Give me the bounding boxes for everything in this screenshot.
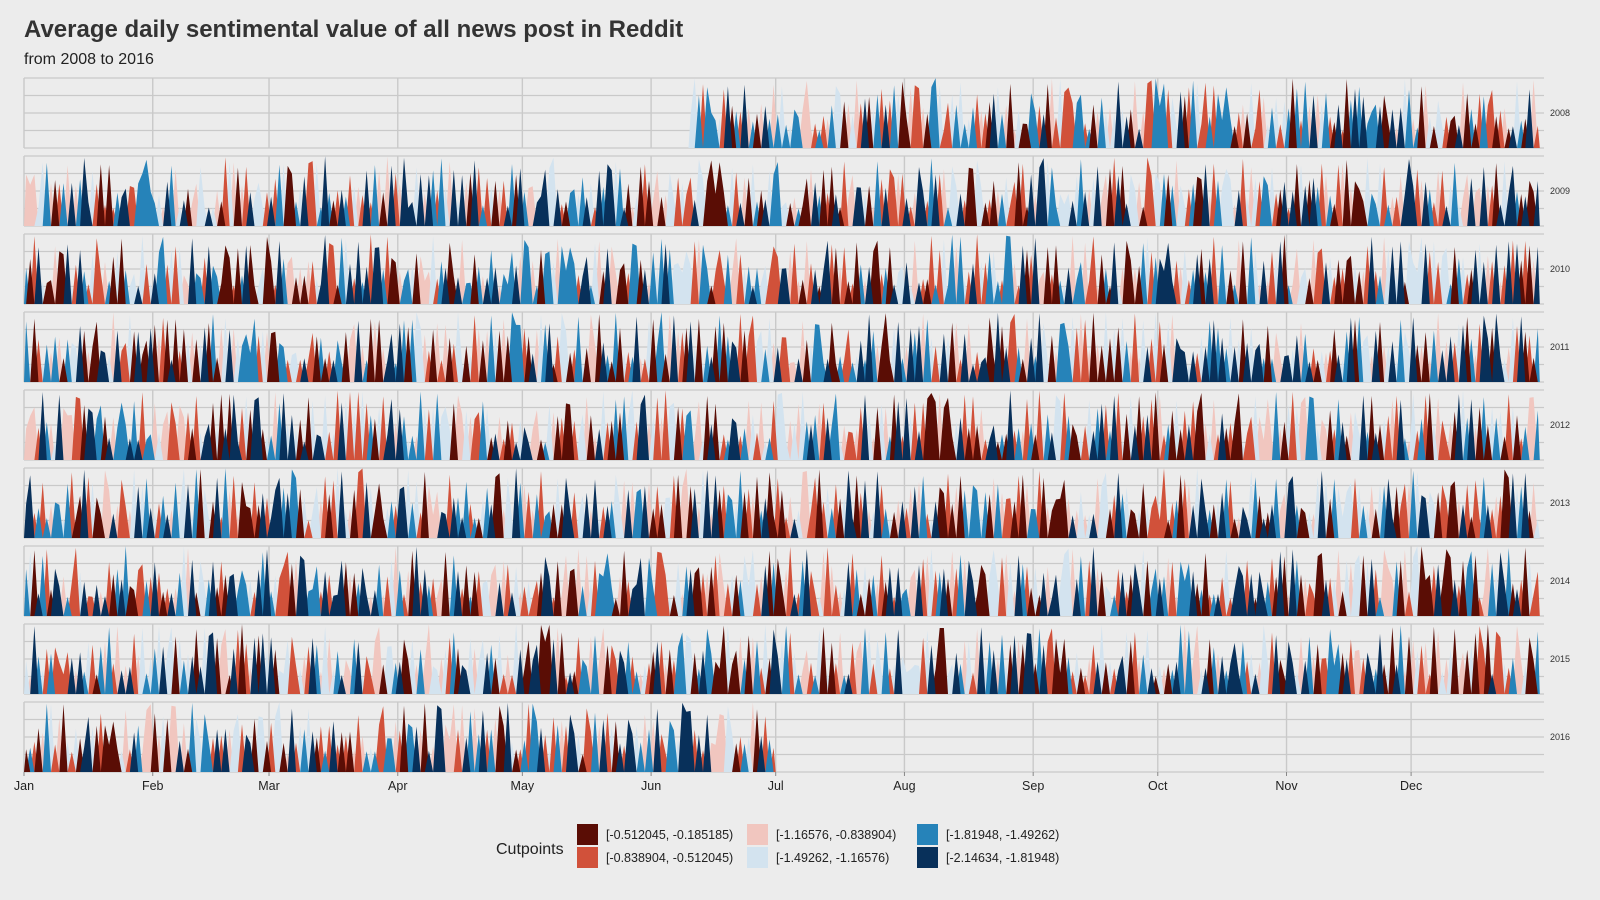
legend-title: Cutpoints [496,841,564,858]
legend-swatch [917,824,938,845]
legend-swatch [747,847,768,868]
area-2013-[-2.14634, -1.81948) [24,468,1540,538]
facet-2016: 2016 [23,701,1570,773]
facet-2008: 2008 [23,77,1570,149]
area-2008-[-1.16576, -0.838904) [688,78,1540,148]
area-2011-[-0.838904, -0.512045) [24,313,1540,382]
area-2016-[-2.14634, -1.81948) [24,702,776,772]
area-2010-[-0.838904, -0.512045) [24,234,1540,304]
facet-label-2009: 2009 [1550,186,1570,196]
legend-label: [-0.838904, -0.512045) [606,851,733,865]
area-2015-[-2.14634, -1.81948) [24,626,1540,694]
area-2010-[-1.81948, -1.49262) [24,234,1540,304]
facet-2010: 2010 [23,233,1570,305]
legend-swatch [917,847,938,868]
facet-label-2016: 2016 [1550,732,1570,742]
facet-2011: 2011 [23,311,1569,383]
facet-2009: 2009 [23,155,1570,227]
facet-panels: 2008 2009 2010 2011 2012 2013 2014 2015 2016 [23,77,1570,773]
x-tick-label-Apr: Apr [388,779,407,793]
area-2008-[-1.49262, -1.16576) [688,78,1540,148]
facet-2014: 2014 [23,545,1570,617]
x-tick-label-Jun: Jun [641,779,661,793]
facet-label-2011: 2011 [1550,342,1569,352]
area-2012-[-0.838904, -0.512045) [24,390,1540,460]
area-2011-[-0.512045, -0.185185) [24,312,1540,382]
x-tick-label-Feb: Feb [142,779,164,793]
x-tick-label-Nov: Nov [1275,779,1298,793]
facet-2012: 2012 [23,389,1570,461]
facet-label-2013: 2013 [1550,498,1570,508]
x-axis: Jan Feb Mar Apr May Jun Jul Aug Sep Oct Nov Dec [14,772,1422,793]
legend-label: [-1.49262, -1.16576) [776,851,889,865]
area-2015-[-1.49262, -1.16576) [24,624,1540,694]
chart-subtitle: from 2008 to 2016 [24,51,154,68]
area-2013-[-0.838904, -0.512045) [24,468,1540,538]
legend-label: [-0.512045, -0.185185) [606,828,733,842]
area-2011-[-1.81948, -1.49262) [24,312,1540,382]
area-2013-[-1.81948, -1.49262) [24,468,1540,538]
facet-label-2008: 2008 [1550,108,1570,118]
area-2014-[-1.16576, -0.838904) [24,547,1540,616]
facet-label-2010: 2010 [1550,264,1570,274]
facet-label-2012: 2012 [1550,420,1570,430]
x-tick-label-May: May [511,779,535,793]
area-2008-[-0.512045, -0.185185) [688,78,1540,148]
area-2016-[-1.16576, -0.838904) [24,702,776,772]
area-2009-[-1.16576, -0.838904) [24,156,1540,226]
area-2015-[-0.512045, -0.185185) [24,624,1540,694]
area-2016-[-0.838904, -0.512045) [24,703,776,772]
area-2012-[-1.49262, -1.16576) [24,390,1540,460]
area-2010-[-2.14634, -1.81948) [24,235,1540,304]
facet-label-2015: 2015 [1550,654,1570,664]
x-tick-label-Oct: Oct [1148,779,1168,793]
area-2009-[-1.81948, -1.49262) [24,158,1540,226]
area-2013-[-0.512045, -0.185185) [24,469,1540,538]
x-tick-label-Sep: Sep [1022,779,1044,793]
chart-title: Average daily sentimental value of all n… [24,16,683,43]
area-2014-[-2.14634, -1.81948) [24,546,1540,616]
legend-swatch [577,824,598,845]
x-tick-label-Jul: Jul [768,779,784,793]
facet-2013: 2013 [23,467,1570,539]
area-2008-[-1.81948, -1.49262) [688,78,1540,148]
area-2009-[-1.49262, -1.16576) [24,157,1540,226]
x-tick-label-Aug: Aug [893,779,915,793]
legend-label: [-1.16576, -0.838904) [776,828,896,842]
legend-swatch [747,824,768,845]
area-2014-[-0.512045, -0.185185) [24,546,1540,616]
x-tick-label-Dec: Dec [1400,779,1422,793]
area-2009-[-2.14634, -1.81948) [24,156,1540,226]
x-tick-label-Mar: Mar [258,779,280,793]
area-2016-[-0.512045, -0.185185) [24,703,776,772]
facet-2015: 2015 [23,623,1570,695]
area-2011-[-1.49262, -1.16576) [24,312,1540,382]
area-2010-[-1.49262, -1.16576) [24,235,1540,304]
legend-label: [-2.14634, -1.81948) [946,851,1059,865]
area-2012-[-1.81948, -1.49262) [24,391,1540,460]
legend-swatch [577,847,598,868]
area-2012-[-0.512045, -0.185185) [24,392,1540,460]
area-2012-[-1.16576, -0.838904) [24,392,1540,460]
legend: Cutpoints [-0.512045, -0.185185) [-0.8389… [496,824,1059,868]
legend-label: [-1.81948, -1.49262) [946,828,1059,842]
x-tick-label-Jan: Jan [14,779,34,793]
facet-label-2014: 2014 [1550,576,1570,586]
